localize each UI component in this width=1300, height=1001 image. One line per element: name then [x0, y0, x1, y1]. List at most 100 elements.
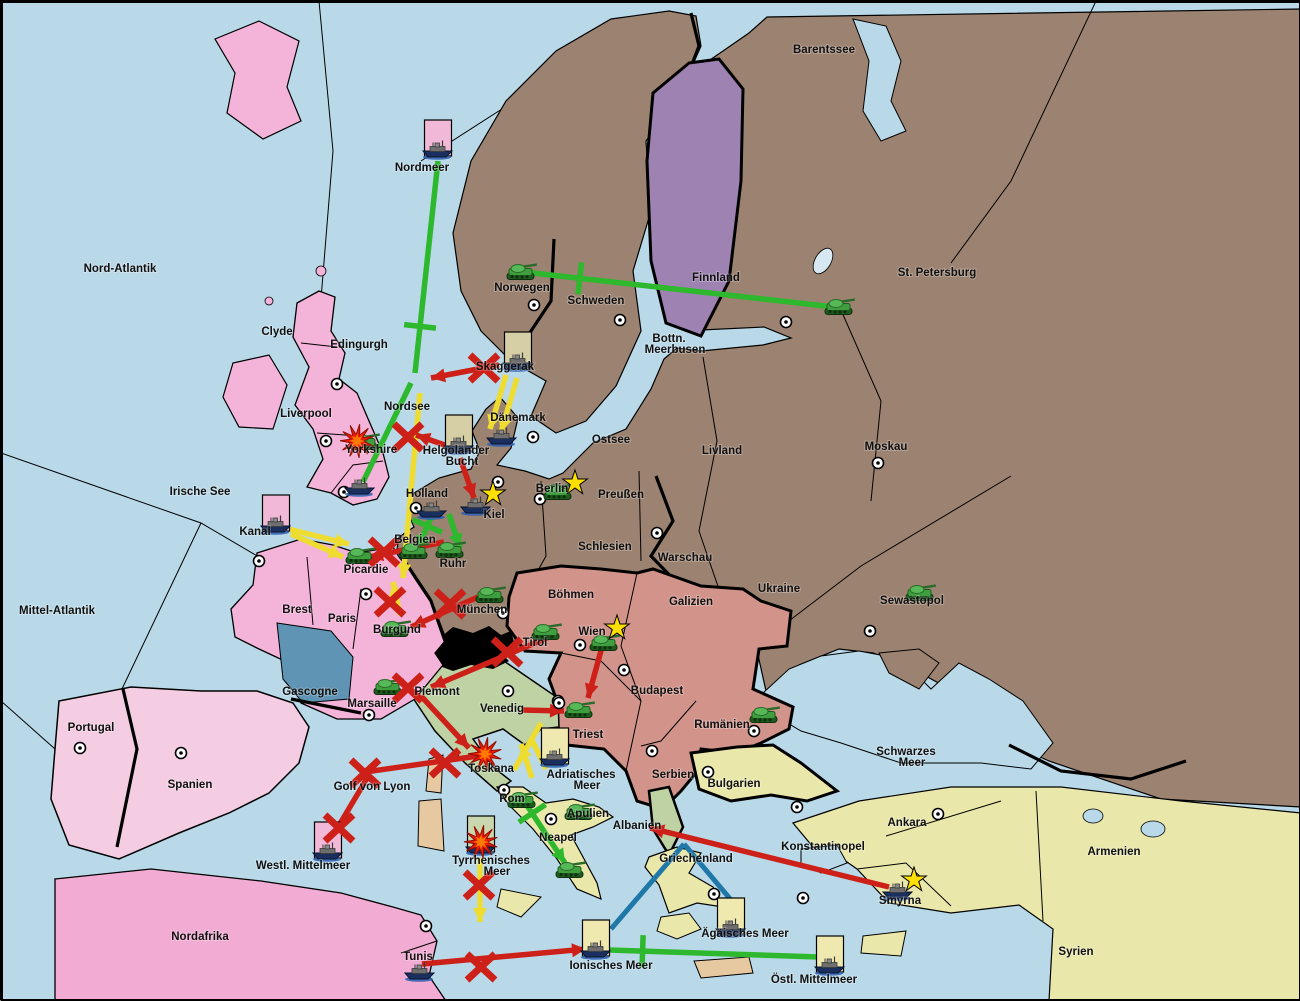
region-ireland[interactable] [222, 354, 288, 430]
region-albanien[interactable] [647, 785, 685, 858]
map-label-budapest: Budapest [631, 685, 684, 697]
region-peloponnes[interactable] [656, 912, 702, 940]
build-star-15 [479, 479, 507, 506]
order-arrow-yellow-15 [511, 721, 544, 772]
lake-armenien-east [1140, 820, 1166, 838]
map-label-line2-69: Meer [899, 757, 926, 769]
map-label-spanien: Spanien [168, 779, 213, 791]
map-label-tunis: Tunis [403, 951, 433, 963]
map-label-barentssee: Barentssee [793, 44, 855, 56]
sea-border-west [1, 700, 56, 750]
failed-move-x2-0 [467, 352, 501, 384]
supply-center-core-18 [876, 461, 880, 465]
region-spanien[interactable] [50, 686, 310, 860]
border-northeast [950, 1, 1097, 264]
border-galizien-budapest [620, 572, 642, 772]
failed-move-x2-11 [464, 951, 498, 983]
build-star-18 [900, 865, 928, 892]
region-nordafrika[interactable] [54, 868, 447, 1001]
map-label-smyrna: Smyrna [879, 895, 922, 907]
region-finnland[interactable] [645, 57, 745, 338]
region-gascogne[interactable] [276, 622, 354, 704]
border-armenien-syrien [1035, 790, 1044, 922]
order-arrow-red-26 [335, 773, 372, 829]
region-bulgarien[interactable] [689, 743, 841, 803]
map-label-syrien: Syrien [1058, 946, 1093, 958]
supply-center-core-27 [801, 896, 805, 900]
map-label-line2-55: Meer [574, 780, 601, 792]
map-label-irische-see: Irische See [170, 486, 231, 498]
arrowhead-yellow-11 [333, 533, 349, 548]
region-scandinavia[interactable] [452, 10, 702, 434]
map-label-line2-25: Meerbusen [645, 344, 706, 356]
map-label-bottn-: Bottn. [652, 333, 685, 345]
map-label-schwarzes: Schwarzes [876, 746, 935, 758]
supply-center-core-23 [752, 729, 756, 733]
map-label-burgund: Burgund [373, 624, 421, 636]
arrowhead-red-17 [431, 368, 447, 383]
order-arrow-green-0 [412, 160, 441, 374]
map-label-nord-atlantik: Nord-Atlantik [84, 263, 157, 275]
schwarzes-meer-region[interactable] [762, 650, 1054, 770]
supply-center-core-15 [531, 435, 535, 439]
failed-move-x2-7 [428, 747, 462, 779]
map-label-norwegen: Norwegen [494, 282, 550, 294]
supply-center-core-2 [342, 490, 346, 494]
crimea-peninsula [878, 648, 940, 690]
border-russia-turkey [1008, 743, 1187, 781]
map-label-wien: Wien [578, 626, 605, 638]
island-zypern[interactable] [860, 930, 907, 957]
supply-center-core-19 [578, 643, 582, 647]
order-arrow-teal-30 [609, 842, 686, 931]
arrowhead-red-29 [650, 824, 666, 839]
island-kreta[interactable] [693, 956, 754, 979]
map-label-tirol: Tirol [523, 637, 548, 649]
border-preussen-warschau [638, 470, 642, 562]
arrowhead-yellow-8 [498, 416, 512, 432]
supply-center-core-10 [496, 480, 500, 484]
supply-center-core-29 [712, 892, 716, 896]
island-hebrides [264, 296, 274, 306]
border-clyde-edingurgh [300, 342, 338, 348]
map-label-ionisches-meer: Ionisches Meer [569, 960, 653, 972]
map-label-neapel: Neapel [539, 832, 577, 844]
supply-center-core-6 [179, 751, 183, 755]
border-rumaenien-serbien [640, 700, 697, 747]
support-bar-green-6 [639, 935, 646, 968]
map-label-belgien: Belgien [394, 534, 436, 546]
order-arrow-red-29 [649, 825, 890, 890]
sea-border-nordmeer [318, 1, 334, 300]
explosion-core-13 [477, 746, 493, 762]
supply-center-core-12 [532, 303, 536, 307]
failed-move-x2-5 [490, 636, 524, 668]
map-label-liverpool: Liverpool [280, 408, 332, 420]
border-portugal-spanien [115, 688, 139, 848]
map-label-line2-27: Bucht [446, 456, 479, 468]
region-sizilien[interactable] [496, 888, 543, 918]
map-label-toskana: Toskana [468, 763, 514, 775]
map-label-line2-56: Meer [484, 866, 511, 878]
map-label-portugal: Portugal [68, 722, 115, 734]
border-ankara-armenien [885, 800, 1002, 837]
supply-center-core-11 [414, 506, 418, 510]
map-label-bulgarien: Bulgarien [707, 778, 760, 790]
supply-center-core-4 [364, 592, 368, 596]
map-label-skaggerak: Skaggerak [476, 361, 535, 373]
map-label-apulien: Apulien [567, 808, 609, 820]
border-pyrenees [290, 697, 362, 715]
island-sardinien[interactable] [417, 798, 445, 852]
supply-center-core-30 [502, 788, 506, 792]
supply-center-core-9 [538, 497, 542, 501]
map-label-clyde: Clyde [261, 326, 292, 338]
supply-center-core-25 [706, 770, 710, 774]
support-bar-green-2 [575, 262, 585, 295]
map-label-d-nemark: Dänemark [490, 412, 546, 424]
map-label-griechenland: Griechenland [659, 853, 733, 865]
map-label--g-isches-meer: Ägäisches Meer [701, 927, 789, 940]
supply-center-core-20 [622, 668, 626, 672]
border-brest-paris [306, 556, 314, 626]
island-orkney [315, 265, 327, 277]
map-label-m-nchen: München [457, 604, 507, 616]
order-arrow-green-2 [523, 269, 835, 310]
